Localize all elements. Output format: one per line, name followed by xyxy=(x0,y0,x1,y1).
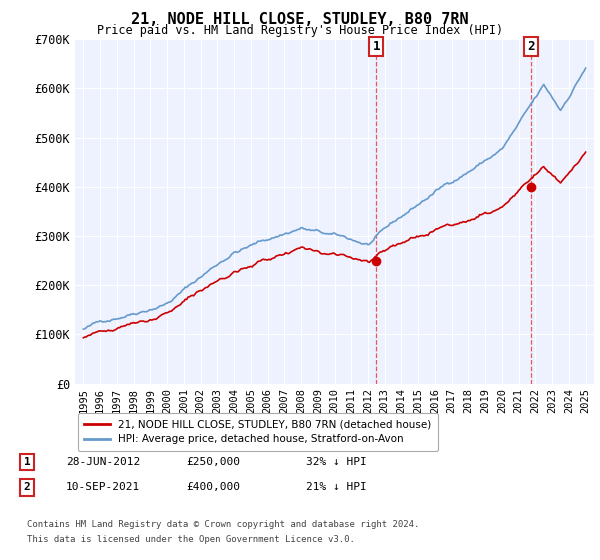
Text: 32% ↓ HPI: 32% ↓ HPI xyxy=(306,457,367,467)
Text: 21, NODE HILL CLOSE, STUDLEY, B80 7RN: 21, NODE HILL CLOSE, STUDLEY, B80 7RN xyxy=(131,12,469,27)
Text: £250,000: £250,000 xyxy=(186,457,240,467)
Text: This data is licensed under the Open Government Licence v3.0.: This data is licensed under the Open Gov… xyxy=(27,535,355,544)
Legend: 21, NODE HILL CLOSE, STUDLEY, B80 7RN (detached house), HPI: Average price, deta: 21, NODE HILL CLOSE, STUDLEY, B80 7RN (d… xyxy=(77,413,438,451)
Text: 10-SEP-2021: 10-SEP-2021 xyxy=(66,482,140,492)
Text: £400,000: £400,000 xyxy=(186,482,240,492)
Text: Price paid vs. HM Land Registry's House Price Index (HPI): Price paid vs. HM Land Registry's House … xyxy=(97,24,503,37)
Text: 1: 1 xyxy=(23,457,31,467)
Text: 2: 2 xyxy=(23,482,31,492)
Text: 2: 2 xyxy=(527,40,535,53)
Text: Contains HM Land Registry data © Crown copyright and database right 2024.: Contains HM Land Registry data © Crown c… xyxy=(27,520,419,529)
Text: 1: 1 xyxy=(373,40,380,53)
Text: 28-JUN-2012: 28-JUN-2012 xyxy=(66,457,140,467)
Text: 21% ↓ HPI: 21% ↓ HPI xyxy=(306,482,367,492)
